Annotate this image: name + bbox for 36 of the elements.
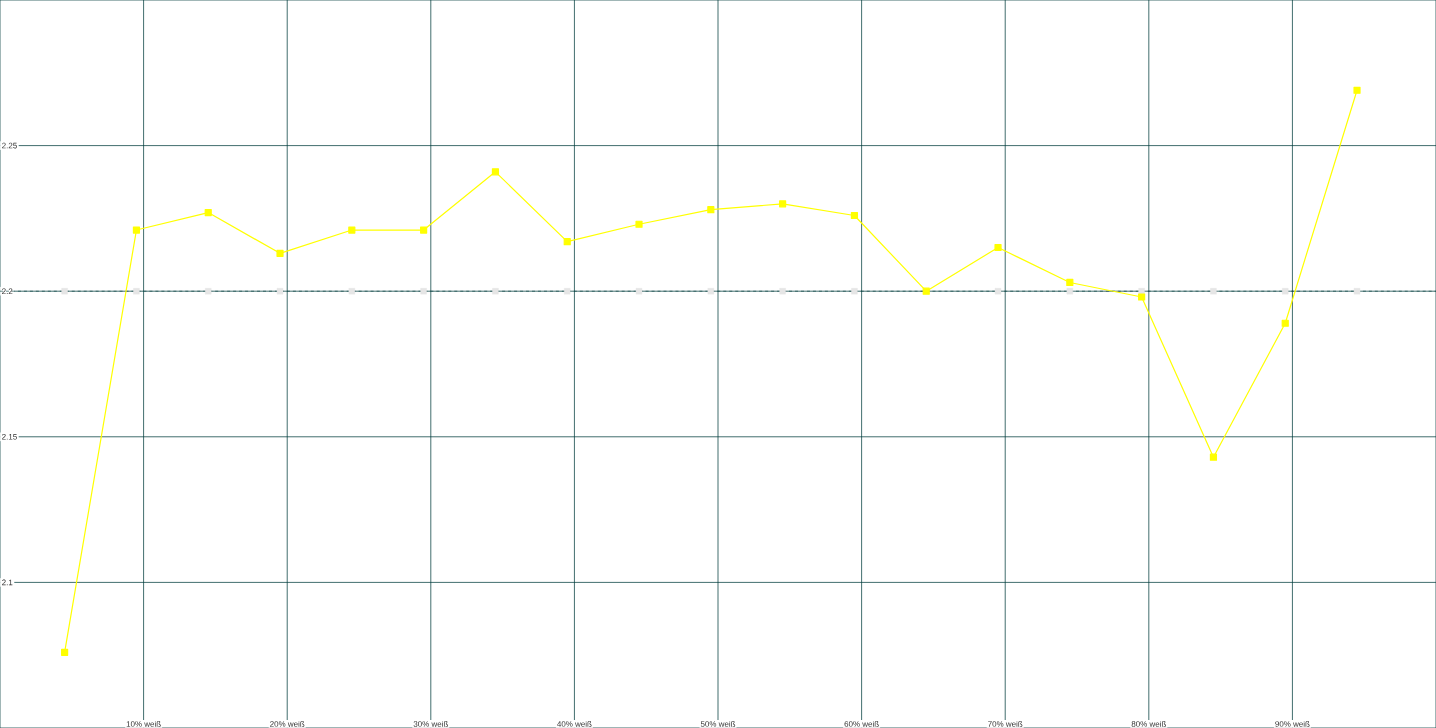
- point: [994, 243, 1002, 252]
- point: [276, 249, 284, 257]
- point: [420, 226, 428, 234]
- point: [420, 288, 427, 295]
- point: [348, 226, 356, 234]
- point: [707, 206, 715, 214]
- point: [635, 288, 643, 295]
- point: [348, 288, 356, 295]
- point: [61, 648, 69, 656]
- point: [132, 226, 141, 234]
- point: [851, 288, 858, 295]
- point: [922, 287, 930, 295]
- point: [563, 238, 571, 246]
- point: [707, 288, 715, 295]
- point: [491, 168, 500, 176]
- point: [1209, 453, 1218, 461]
- point: [635, 220, 643, 228]
- point: [564, 288, 571, 295]
- point: [850, 211, 859, 220]
- point: [61, 288, 68, 295]
- point: [1066, 278, 1074, 287]
- point: [276, 288, 284, 295]
- point: [1353, 288, 1361, 295]
- point: [205, 288, 212, 295]
- point: [779, 200, 787, 208]
- point: [204, 208, 212, 217]
- point: [1353, 86, 1361, 94]
- point: [1282, 288, 1289, 295]
- point: [779, 288, 786, 295]
- point: [492, 288, 499, 295]
- point: [994, 288, 1002, 295]
- point: [1066, 288, 1074, 295]
- point: [1281, 319, 1289, 327]
- point: [133, 288, 140, 295]
- point: [1210, 288, 1217, 295]
- point: [1138, 293, 1146, 301]
